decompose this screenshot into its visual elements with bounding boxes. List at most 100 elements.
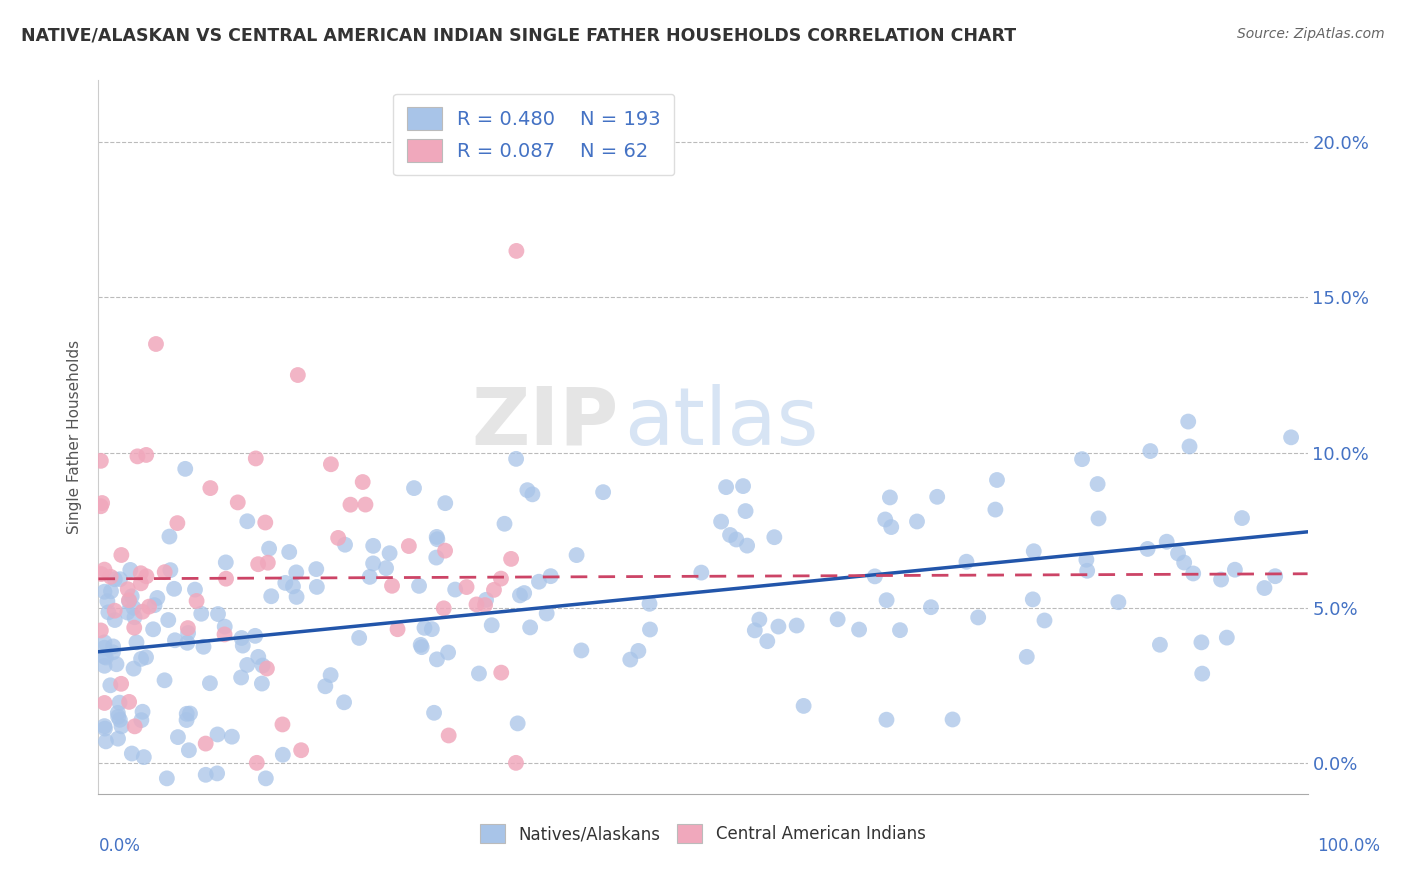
Point xyxy=(786,618,808,632)
Point xyxy=(627,644,650,658)
Point xyxy=(413,621,436,635)
Point xyxy=(226,495,249,509)
Point xyxy=(423,706,446,720)
Point xyxy=(156,772,179,786)
Point xyxy=(710,515,733,529)
Point xyxy=(1087,477,1109,491)
Point xyxy=(481,618,503,632)
Point xyxy=(1022,544,1045,558)
Point xyxy=(437,729,460,743)
Point xyxy=(236,514,259,528)
Point xyxy=(880,520,903,534)
Point xyxy=(135,569,157,583)
Point xyxy=(254,772,277,786)
Point xyxy=(179,706,201,721)
Point xyxy=(117,606,139,620)
Point xyxy=(287,368,309,382)
Text: 100.0%: 100.0% xyxy=(1317,837,1381,855)
Point xyxy=(122,662,145,676)
Point xyxy=(232,639,254,653)
Point xyxy=(592,485,614,500)
Point xyxy=(110,548,132,562)
Point xyxy=(875,512,897,526)
Point xyxy=(1022,592,1045,607)
Point xyxy=(619,652,641,666)
Point xyxy=(1076,564,1098,578)
Point xyxy=(387,622,409,636)
Point xyxy=(138,599,160,614)
Point xyxy=(122,600,145,615)
Point xyxy=(756,634,779,648)
Point xyxy=(361,557,384,571)
Point xyxy=(434,543,457,558)
Point xyxy=(221,730,243,744)
Point xyxy=(509,588,531,602)
Point xyxy=(1015,649,1038,664)
Point xyxy=(108,713,131,727)
Point xyxy=(159,563,181,577)
Point xyxy=(333,695,356,709)
Point xyxy=(474,598,496,612)
Point xyxy=(354,498,377,512)
Point xyxy=(108,572,131,586)
Point xyxy=(260,589,283,603)
Point xyxy=(129,652,152,666)
Point xyxy=(375,561,398,575)
Point xyxy=(347,631,370,645)
Point xyxy=(1191,666,1213,681)
Point xyxy=(505,756,527,770)
Point xyxy=(121,590,143,604)
Point xyxy=(409,638,432,652)
Point xyxy=(569,643,592,657)
Point xyxy=(1087,511,1109,525)
Point xyxy=(91,496,114,510)
Point xyxy=(198,676,221,690)
Point xyxy=(163,633,186,648)
Point xyxy=(1149,638,1171,652)
Point xyxy=(90,500,112,514)
Point xyxy=(177,626,200,640)
Point xyxy=(733,479,755,493)
Point xyxy=(110,719,132,733)
Point xyxy=(425,550,447,565)
Point xyxy=(271,717,294,731)
Point xyxy=(94,650,117,665)
Point xyxy=(93,658,115,673)
Point xyxy=(378,546,401,560)
Point xyxy=(285,590,308,604)
Point xyxy=(1182,566,1205,581)
Point xyxy=(339,498,361,512)
Point xyxy=(127,450,149,464)
Point xyxy=(1071,452,1094,467)
Point xyxy=(513,586,536,600)
Point xyxy=(205,766,228,780)
Point xyxy=(121,747,143,761)
Point xyxy=(101,645,124,659)
Point xyxy=(1139,444,1161,458)
Point xyxy=(94,734,117,748)
Point xyxy=(1253,581,1275,595)
Point xyxy=(193,640,215,654)
Point xyxy=(177,621,200,635)
Point xyxy=(879,491,901,505)
Point xyxy=(243,629,266,643)
Point xyxy=(411,640,433,654)
Point xyxy=(1107,595,1129,609)
Point xyxy=(207,607,229,621)
Point xyxy=(352,475,374,489)
Point xyxy=(456,580,478,594)
Point xyxy=(186,594,208,608)
Point xyxy=(129,576,152,591)
Point xyxy=(163,582,186,596)
Text: atlas: atlas xyxy=(624,384,818,462)
Point xyxy=(120,563,142,577)
Point xyxy=(285,566,308,580)
Point xyxy=(117,582,139,597)
Point xyxy=(231,631,253,645)
Point xyxy=(176,636,198,650)
Point xyxy=(107,731,129,746)
Text: Source: ZipAtlas.com: Source: ZipAtlas.com xyxy=(1237,27,1385,41)
Point xyxy=(468,666,491,681)
Point xyxy=(718,528,741,542)
Point xyxy=(93,640,115,655)
